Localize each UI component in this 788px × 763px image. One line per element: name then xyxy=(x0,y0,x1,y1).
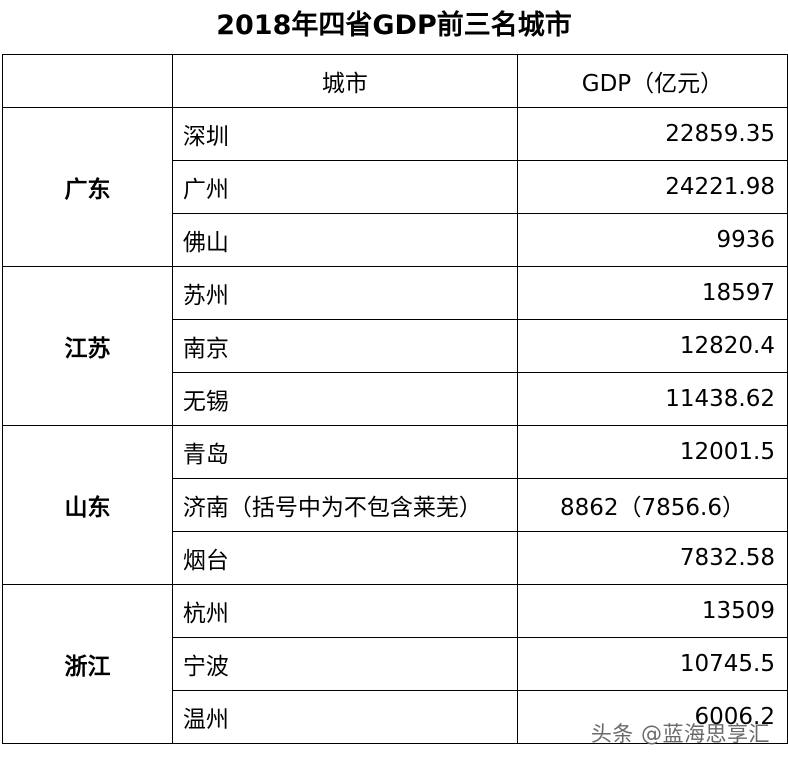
city-cell: 佛山 xyxy=(171,213,518,267)
gdp-cell: 7832.58 xyxy=(516,531,788,585)
table-row: 广东 深圳 22859.35 xyxy=(2,107,788,267)
city-cell: 深圳 xyxy=(171,107,518,161)
header-city-cell: 城市 xyxy=(171,54,518,108)
table-row: 浙江 杭州 13509 xyxy=(2,584,788,744)
table-row: 温州 6006.2 xyxy=(3,690,788,744)
gdp-cell: 18597 xyxy=(516,266,788,320)
gdp-cell: 12001.5 xyxy=(516,425,788,479)
header-gdp-cell: GDP（亿元） xyxy=(516,54,788,108)
province-cell: 江苏 xyxy=(2,266,173,426)
gdp-cell: 8862（7856.6） xyxy=(516,478,788,532)
city-cell: 杭州 xyxy=(171,584,518,638)
city-cell: 宁波 xyxy=(171,637,518,691)
gdp-cell: 10745.5 xyxy=(516,637,788,691)
city-cell: 南京 xyxy=(171,319,518,373)
gdp-cell: 13509 xyxy=(516,584,788,638)
table-row: 广州 24221.98 xyxy=(3,160,788,214)
gdp-cell: 9936 xyxy=(516,213,788,267)
header-province-cell xyxy=(2,54,173,108)
table-row: 济南（括号中为不包含莱芜） 8862（7856.6） xyxy=(3,478,788,532)
city-cell: 济南（括号中为不包含莱芜） xyxy=(171,478,518,532)
table-row: 江苏 苏州 18597 xyxy=(2,266,788,426)
gdp-cell: 24221.98 xyxy=(516,160,788,214)
gdp-cell: 12820.4 xyxy=(516,319,788,373)
gdp-table: 城市 GDP（亿元） 广东 深圳 22859.35 广州 24221.98 佛山… xyxy=(2,54,788,744)
gdp-cell: 22859.35 xyxy=(516,107,788,161)
city-cell: 苏州 xyxy=(171,266,518,320)
province-cell: 浙江 xyxy=(2,584,173,744)
city-cell: 青岛 xyxy=(171,425,518,479)
city-cell: 温州 xyxy=(171,690,518,744)
table-title: 2018年四省GDP前三名城市 xyxy=(216,10,572,41)
table-row: 烟台 7832.58 xyxy=(3,531,788,585)
city-cell: 烟台 xyxy=(171,531,518,585)
watermark-text: 头条 @蓝海思享汇 xyxy=(590,722,770,746)
province-cell: 广东 xyxy=(2,107,173,267)
table-row: 宁波 10745.5 xyxy=(3,637,788,691)
province-cell: 山东 xyxy=(2,425,173,585)
gdp-cell: 6006.2 xyxy=(516,690,788,744)
city-cell: 无锡 xyxy=(171,372,518,426)
table-header-row: 城市 GDP（亿元） xyxy=(2,54,788,108)
city-cell: 广州 xyxy=(171,160,518,214)
gdp-cell: 11438.62 xyxy=(516,372,788,426)
table-row: 山东 青岛 12001.5 xyxy=(2,425,788,585)
